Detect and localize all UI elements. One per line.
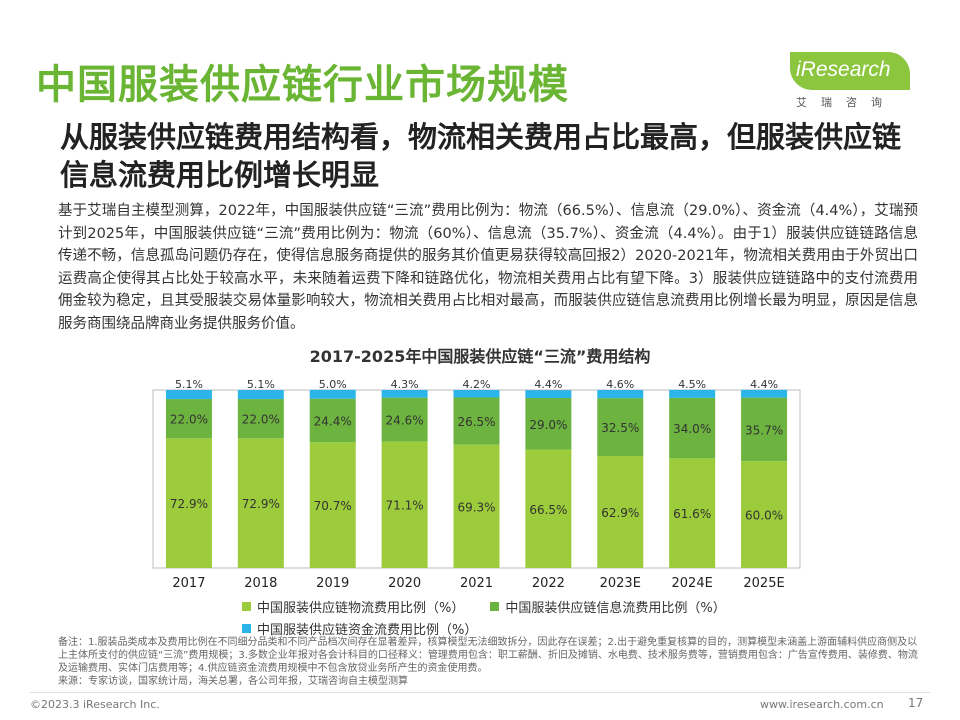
bar-information-2025E [741,397,788,462]
data-label-information-2022: 29.0% [529,418,567,432]
iresearch-logo: iResearch 艾瑞咨询 [790,50,920,110]
bar-capital-2019 [309,389,356,399]
logo-text: iResearch [796,58,891,81]
data-label-capital-2021: 4.2% [463,378,491,391]
legend-swatch-information [490,601,500,611]
bar-logistics-2018 [237,438,284,568]
bar-capital-2017 [165,390,212,400]
x-tick-label-2022: 2022 [532,576,565,591]
data-label-capital-2024E: 4.5% [678,378,706,391]
data-label-information-2019: 24.4% [314,414,352,428]
data-label-logistics-2017: 72.9% [170,497,208,511]
bar-information-2022 [525,398,572,450]
x-tick-label-2024E: 2024E [672,576,713,591]
logo-subtext: 艾瑞咨询 [796,96,896,109]
bar-logistics-2017 [165,438,212,568]
data-label-logistics-2022: 66.5% [529,503,567,517]
chart-title: 2017-2025年中国服装供应链“三流”费用结构 [309,347,651,366]
bar-capital-2018 [237,390,284,400]
bar-information-2023E [597,398,644,457]
bar-information-2018 [237,399,284,439]
legend-label-capital: 中国服装供应链资金流费用比例（%） [257,622,478,638]
legend-item-capital: 中国服装供应链资金流费用比例（%） [242,619,477,638]
bar-information-2021 [453,397,500,445]
x-tick-label-2025E: 2025E [743,576,784,591]
page-subtitle: 从服装供应链费用结构看，物流相关费用占比最高，但服装供应链信息流费用比例增长明显 [60,120,902,192]
bar-logistics-2024E [669,458,716,568]
chart-legend: 中国服装供应链物流费用比例（%） 中国服装供应链信息流费用比例（%） 中国服装供… [242,595,752,639]
footnotes: 备注：1.服装品类成本及费用比例在不同细分品类和不同产品档次间存在显著差异，核算… [58,636,918,688]
data-label-capital-2017: 5.1% [175,378,203,391]
footnote-remarks: 备注：1.服装品类成本及费用比例在不同细分品类和不同产品档次间存在显著差异，核算… [58,637,918,674]
legend-item-information: 中国服装供应链信息流费用比例（%） [490,597,726,616]
legend-item-logistics: 中国服装供应链物流费用比例（%） [242,597,464,616]
data-label-capital-2020: 4.3% [391,378,419,391]
data-label-information-2018: 22.0% [242,413,280,427]
data-label-capital-2018: 5.1% [247,378,275,391]
page-title: 中国服装供应链行业市场规模 [36,62,569,108]
bar-logistics-2019 [309,442,356,568]
bar-capital-2023E [597,390,644,399]
bar-logistics-2023E [597,456,644,568]
data-label-information-2020: 24.6% [386,414,424,428]
data-label-capital-2025E: 4.4% [750,378,778,391]
data-label-logistics-2025E: 60.0% [745,509,783,523]
data-label-capital-2022: 4.4% [534,378,562,391]
data-label-logistics-2024E: 61.6% [673,507,711,521]
data-label-information-2025E: 35.7% [745,423,783,437]
footer-copyright: ©2023.3 iResearch Inc. [30,698,160,711]
footer-divider [30,692,930,693]
data-label-logistics-2021: 69.3% [457,500,495,514]
bar-logistics-2020 [381,441,428,568]
bar-logistics-2021 [453,444,500,568]
bar-capital-2024E [669,389,716,398]
data-label-information-2017: 22.0% [170,413,208,427]
bar-information-2024E [669,397,716,459]
legend-row-2: 中国服装供应链资金流费用比例（%） [242,617,752,639]
legend-label-logistics: 中国服装供应链物流费用比例（%） [257,600,465,616]
data-label-logistics-2018: 72.9% [242,497,280,511]
x-tick-label-2021: 2021 [460,576,493,591]
bar-capital-2022 [525,390,572,399]
bar-information-2017 [165,399,212,439]
x-tick-label-2017: 2017 [172,576,205,591]
data-label-logistics-2019: 70.7% [314,499,352,513]
data-label-information-2021: 26.5% [457,415,495,429]
legend-swatch-capital [242,623,251,633]
data-label-logistics-2020: 71.1% [386,499,424,513]
bar-capital-2025E [741,389,788,398]
bar-capital-2021 [453,390,500,398]
data-label-capital-2023E: 4.6% [606,378,634,391]
stacked-bar-chart: 72.9% 22.0% 5.1% 2017 72.9% 22.0% 5.1% 2018 70.7… [152,378,801,591]
bar-logistics-2022 [525,449,572,568]
data-label-information-2023E: 32.5% [601,421,639,435]
legend-row-1: 中国服装供应链物流费用比例（%） 中国服装供应链信息流费用比例（%） [242,595,752,617]
x-tick-label-2019: 2019 [316,576,349,591]
legend-label-information: 中国服装供应链信息流费用比例（%） [505,600,726,616]
data-label-information-2024E: 34.0% [673,422,711,436]
bar-information-2020 [381,397,428,442]
footnote-source: 来源：专家访谈，国家统计局，海关总署，各公司年报，艾瑞咨询自主模型测算 [58,676,408,687]
footer-url[interactable]: www.iresearch.com.cn [760,698,884,711]
x-tick-label-2020: 2020 [388,576,421,591]
legend-swatch-logistics [242,601,251,611]
logo-badge [790,52,910,90]
data-label-capital-2019: 5.0% [319,378,347,391]
page-number: 17 [908,696,924,710]
bar-logistics-2025E [741,461,788,568]
x-tick-label-2018: 2018 [244,576,277,591]
bar-information-2019 [309,398,356,443]
bar-capital-2020 [381,390,428,398]
data-label-logistics-2023E: 62.9% [601,506,639,520]
x-tick-label-2023E: 2023E [600,576,641,591]
body-paragraph: 基于艾瑞自主模型测算，2022年，中国服装供应链“三流”费用比例为：物流（66.… [58,203,918,332]
